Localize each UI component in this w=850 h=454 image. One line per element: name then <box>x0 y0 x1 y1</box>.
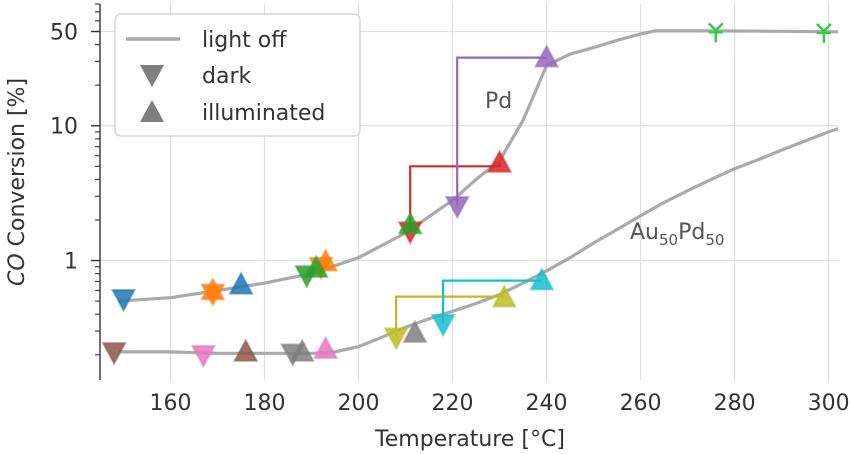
x-tick-label: 220 <box>432 391 474 416</box>
curve-label-au50pd50: Au50Pd50 <box>630 220 724 249</box>
marker-connectors <box>395 56 547 338</box>
illuminated-marker <box>289 338 315 362</box>
x-axis-title: Temperature [°C] <box>374 427 565 452</box>
connector-line <box>456 56 547 206</box>
curve-label-pd2: Pd <box>678 220 705 245</box>
y-tick-label: 50 <box>50 21 78 46</box>
illuminated-marker <box>312 335 339 359</box>
curve-label-au: Au <box>630 220 659 245</box>
legend: light off dark illuminated <box>114 13 361 137</box>
axes <box>91 3 101 380</box>
illuminated-marker <box>228 271 254 295</box>
x-tick-label: 160 <box>150 391 192 416</box>
legend-box <box>114 13 361 137</box>
x-tick-label: 300 <box>808 391 850 416</box>
legend-illuminated-marker <box>140 100 164 122</box>
illuminated-marker <box>529 266 555 291</box>
dark-marker <box>190 344 217 369</box>
legend-dark-marker <box>140 65 164 87</box>
illuminated-marker <box>233 338 259 362</box>
data-markers <box>101 22 832 369</box>
connector-line <box>442 279 542 324</box>
y-tick-label: 10 <box>50 115 78 140</box>
lightoff-curve <box>118 127 839 355</box>
illuminated-marker <box>402 319 428 343</box>
dark-marker <box>430 313 456 338</box>
y-tick-label: 1 <box>64 250 78 275</box>
x-tick-label: 280 <box>714 391 756 416</box>
y-axis-title: CO Conversion [%] <box>5 78 30 286</box>
illuminated-marker <box>486 149 513 173</box>
y-axis-title-italic: CO <box>5 253 30 286</box>
illuminated-marker <box>200 276 226 301</box>
connector-line <box>395 295 505 338</box>
dark-marker <box>110 289 137 313</box>
x-tick-label: 260 <box>620 391 662 416</box>
illuminated-marker <box>303 254 329 278</box>
illuminated-marker <box>533 43 560 68</box>
star-marker <box>816 23 832 43</box>
curve-label-pd: Pd <box>485 89 512 114</box>
dark-marker <box>444 195 470 220</box>
illuminated-marker <box>397 210 423 235</box>
tick-labels: 160 180 200 220 240 260 280 300 1 10 50 <box>50 21 850 416</box>
curve-label-pd-sub: 50 <box>705 231 724 249</box>
illuminated-marker <box>491 284 517 308</box>
lightoff-curve <box>118 29 839 303</box>
legend-label-light-off: light off <box>202 28 287 53</box>
dark-marker <box>383 327 409 351</box>
star-marker <box>707 22 724 43</box>
legend-label-dark: dark <box>202 64 251 89</box>
x-tick-label: 240 <box>526 391 568 416</box>
x-tick-label: 180 <box>244 391 286 416</box>
legend-label-illuminated: illuminated <box>202 101 325 126</box>
x-tick-label: 200 <box>338 391 380 416</box>
y-axis-title-rest: Conversion [%] <box>5 78 30 253</box>
dark-marker <box>101 342 127 366</box>
curve-label-au-sub: 50 <box>659 231 678 249</box>
